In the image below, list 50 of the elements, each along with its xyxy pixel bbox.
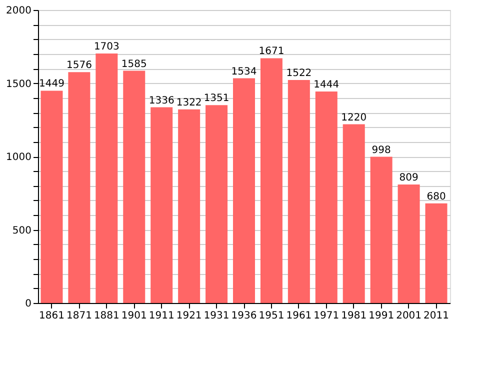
bar: [315, 91, 338, 303]
bar: [260, 58, 282, 303]
data-label: 1576: [66, 60, 92, 72]
bar: [123, 70, 146, 303]
y-tick-label: 0: [25, 298, 32, 310]
bar: [178, 109, 200, 303]
data-label: 1703: [94, 42, 120, 53]
x-tick-label: 1936: [231, 310, 257, 322]
bar: [288, 80, 310, 303]
x-tick-label: 1991: [368, 310, 394, 322]
y-tick-label: 500: [12, 225, 32, 236]
y-tick-label: 1500: [6, 78, 32, 90]
bar: [233, 78, 255, 303]
bar: [342, 124, 365, 303]
bar: [150, 107, 173, 303]
data-label: 1449: [39, 78, 64, 90]
data-label: 1220: [341, 112, 367, 124]
data-label: 1336: [148, 95, 174, 106]
y-tick-label: 2000: [6, 6, 32, 16]
bar: [40, 90, 63, 303]
data-label: 809: [399, 172, 418, 184]
data-label: 1351: [204, 93, 230, 104]
data-label: 998: [372, 144, 391, 156]
data-label: 1585: [121, 58, 147, 70]
data-label: 680: [426, 191, 446, 202]
y-tick-label: 1000: [6, 152, 32, 163]
bar: [425, 203, 448, 303]
bar: [68, 72, 90, 303]
x-tick-label: 1901: [121, 310, 147, 322]
x-tick-label: 1911: [148, 310, 174, 322]
x-tick-label: 1971: [314, 310, 340, 322]
x-tick-label: 1871: [66, 310, 92, 322]
data-label: 1522: [286, 68, 312, 80]
bar: [206, 105, 228, 303]
x-tick-label: 2001: [396, 310, 422, 322]
x-tick-label: 2011: [424, 310, 449, 322]
x-tick-label: 1961: [286, 310, 312, 322]
data-label: 1444: [314, 79, 340, 90]
x-tick-label: 1951: [258, 310, 284, 322]
data-label: 1671: [258, 46, 284, 58]
x-tick-label: 1861: [39, 310, 64, 322]
x-tick-label: 1981: [341, 310, 367, 322]
data-label: 1534: [231, 66, 257, 78]
x-tick-label: 1881: [94, 310, 120, 322]
x-tick-label: 1921: [176, 310, 202, 322]
bar: [96, 54, 118, 303]
data-label: 1322: [176, 97, 202, 108]
x-tick-label: 1931: [204, 310, 230, 322]
bar: [398, 184, 420, 303]
bar: [370, 156, 392, 303]
